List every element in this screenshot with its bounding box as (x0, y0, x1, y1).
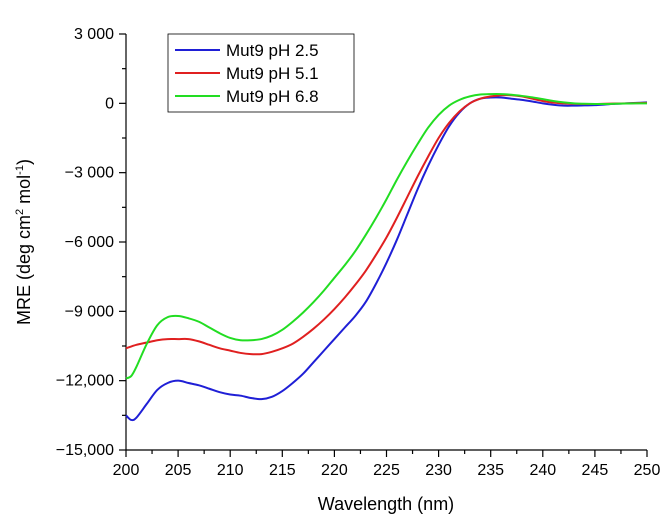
plot-area: 3 000 0 −3 000 −6 000 −9 000 −12,000 −15,000 2… (56, 26, 661, 479)
x-axis-title: Wavelength (nm) (318, 494, 454, 514)
series-lines (125, 93, 648, 422)
x-tick-label: 250 (634, 462, 661, 479)
y-tick-label: −3 000 (65, 165, 114, 182)
series-line-3 (125, 93, 648, 380)
x-tick-label: 240 (529, 462, 556, 479)
y-tick-label: 0 (105, 95, 114, 112)
y-axis-ticks: 3 000 0 −3 000 −6 000 −9 000 −12,000 −15,000 (56, 26, 126, 459)
x-tick-label: 205 (165, 462, 192, 479)
x-tick-label: 200 (113, 462, 140, 479)
y-axis-title: MRE (deg cm2 mol-1) (14, 159, 34, 325)
y-tick-label: −15,000 (56, 442, 114, 459)
x-tick-label: 210 (217, 462, 244, 479)
x-tick-label: 220 (321, 462, 348, 479)
x-axis-ticks: 200 205 210 215 220 225 230 235 240 245 250 (113, 450, 661, 479)
legend: Mut9 pH 2.5 Mut9 pH 5.1 Mut9 pH 6.8 (167, 33, 355, 113)
legend-label-1: Mut9 pH 2.5 (226, 41, 319, 60)
series-line-1 (125, 96, 648, 422)
x-tick-label: 230 (425, 462, 452, 479)
y-tick-label: −6 000 (65, 234, 114, 251)
x-tick-label: 235 (477, 462, 504, 479)
legend-label-3: Mut9 pH 6.8 (226, 87, 319, 106)
x-tick-label: 215 (269, 462, 296, 479)
y-tick-label: −12,000 (56, 373, 114, 390)
x-tick-label: 245 (582, 462, 609, 479)
x-tick-label: 225 (373, 462, 400, 479)
legend-label-2: Mut9 pH 5.1 (226, 64, 319, 83)
y-tick-label: −9 000 (65, 303, 114, 320)
y-tick-label: 3 000 (74, 26, 114, 43)
series-line-2 (125, 94, 648, 356)
